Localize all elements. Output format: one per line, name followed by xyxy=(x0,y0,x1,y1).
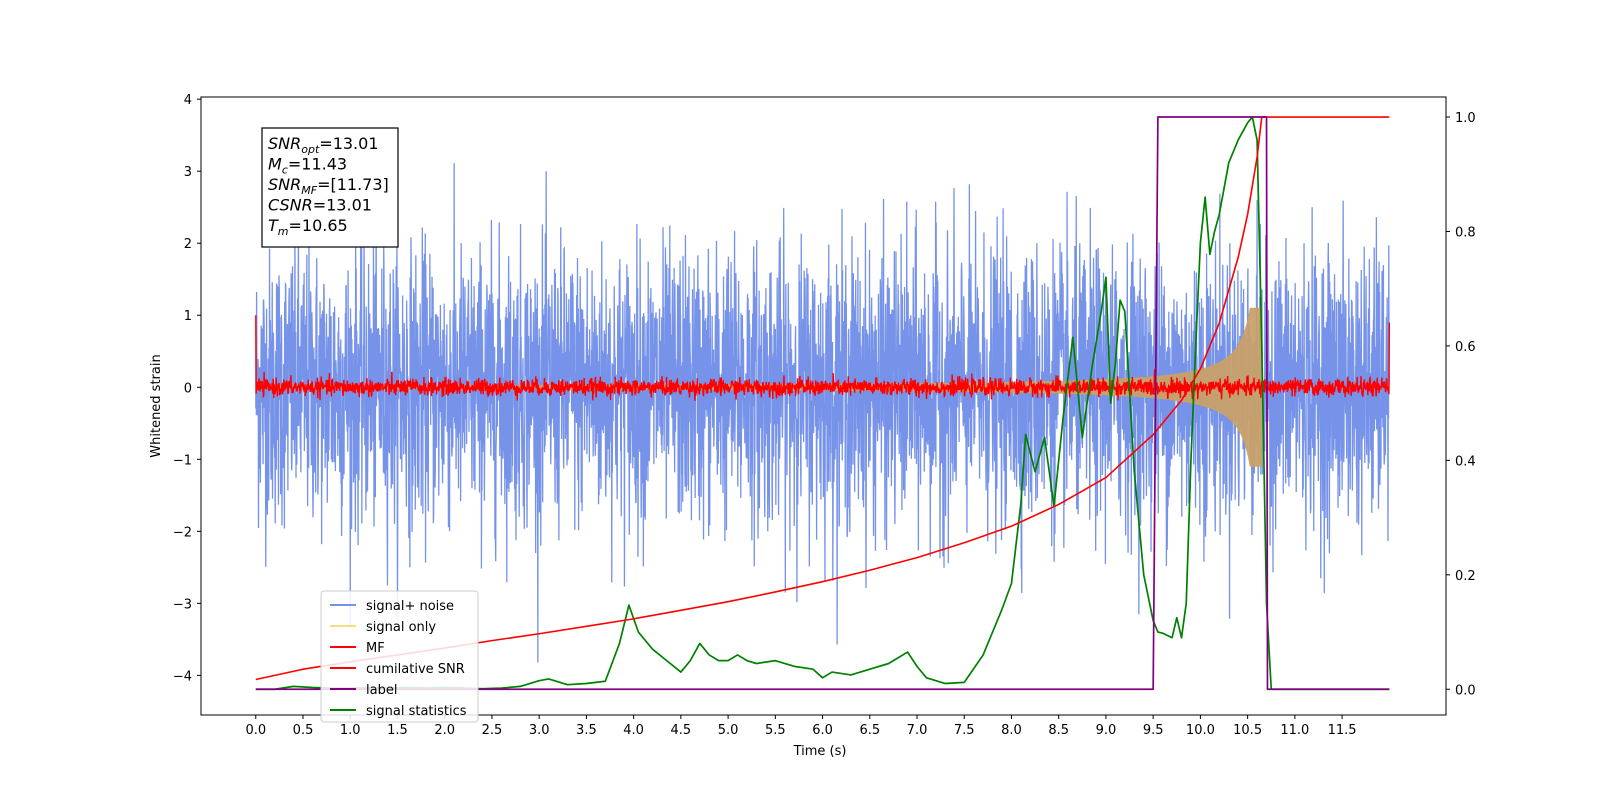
x-tick-label: 9.0 xyxy=(1096,723,1117,738)
y-right-tick-label: 1.0 xyxy=(1455,111,1476,126)
x-tick-label: 2.5 xyxy=(482,723,503,738)
ticks-layer: 0.0 0.5 1.0 1.5 2.0 2.5 3.0 3.5 4.0 4.5 5.0 5.5 6.0 6… xyxy=(173,93,1476,738)
series-signal-statistics-line xyxy=(255,116,1390,691)
x-tick-label: 4.5 xyxy=(671,723,692,738)
x-tick-label: 6.5 xyxy=(859,723,880,738)
y-left-tick-label: −4 xyxy=(173,669,192,684)
y-left-tick-label: −1 xyxy=(173,453,192,468)
x-tick-label: 1.0 xyxy=(340,723,361,738)
y-left-tick-label: 2 xyxy=(184,237,192,252)
annotation-line: CSNR=13.01 xyxy=(268,196,372,215)
legend-label: signal statistics xyxy=(366,704,467,719)
stats-annotation-box: SNRopt=13.01Mc=11.43SNRMF=[11.73]CSNR=13… xyxy=(261,127,399,248)
annotation-frame xyxy=(261,127,399,248)
y-axis-label: Whitened strain xyxy=(149,354,164,457)
y-right-tick-label: 0.8 xyxy=(1455,225,1476,240)
legend-label: cumilative SNR xyxy=(366,662,465,677)
plot-data-layer xyxy=(255,116,1391,691)
y-left-tick-label: −3 xyxy=(173,597,192,612)
x-tick-label: 11.0 xyxy=(1280,723,1309,738)
x-tick-label: 4.0 xyxy=(623,723,644,738)
x-tick-label: 6.0 xyxy=(812,723,833,738)
x-tick-label: 8.5 xyxy=(1048,723,1069,738)
legend-frame xyxy=(320,590,479,723)
y-left-tick-label: 4 xyxy=(184,93,192,108)
x-tick-label: 5.5 xyxy=(765,723,786,738)
legend: signal+ noise signal only MF cumilative SNR… xyxy=(320,590,479,723)
x-tick-label: 7.5 xyxy=(954,723,975,738)
annotation-line: Tm=10.65 xyxy=(268,216,348,238)
y-right-tick-label: 0.6 xyxy=(1455,340,1476,355)
annotation-line: SNRopt=13.01 xyxy=(268,134,379,156)
x-tick-label: 10.0 xyxy=(1186,723,1215,738)
series-mf-line xyxy=(255,315,1391,401)
y-left-tick-label: −2 xyxy=(173,525,192,540)
y-left-tick-label: 1 xyxy=(184,309,192,324)
legend-label: signal only xyxy=(366,620,436,635)
x-tick-label: 10.5 xyxy=(1233,723,1262,738)
x-tick-label: 5.0 xyxy=(718,723,739,738)
y-right-tick-label: 0.2 xyxy=(1455,569,1476,584)
plot-frame xyxy=(200,96,1447,716)
x-tick-label: 3.5 xyxy=(576,723,597,738)
y-right-tick-label: 0.0 xyxy=(1455,683,1476,698)
x-tick-label: 8.0 xyxy=(1001,723,1022,738)
x-tick-label: 2.0 xyxy=(434,723,455,738)
x-axis-label: Time (s) xyxy=(793,744,847,759)
legend-label: MF xyxy=(366,641,385,656)
legend-label: label xyxy=(366,683,397,698)
x-tick-label: 9.5 xyxy=(1143,723,1164,738)
y-right-tick-label: 0.4 xyxy=(1455,454,1476,469)
y-left-tick-label: 3 xyxy=(184,165,192,180)
x-tick-label: 3.0 xyxy=(529,723,550,738)
x-tick-label: 0.0 xyxy=(245,723,266,738)
annotation-line: Mc=11.43 xyxy=(268,155,347,177)
annotation-line: SNRMF=[11.73] xyxy=(268,175,389,197)
legend-label: signal+ noise xyxy=(366,599,454,614)
x-tick-label: 0.5 xyxy=(293,723,314,738)
y-left-tick-label: 0 xyxy=(184,381,192,396)
x-tick-label: 1.5 xyxy=(387,723,408,738)
x-tick-label: 7.0 xyxy=(907,723,928,738)
series-label-line xyxy=(255,116,1390,691)
x-tick-label: 11.5 xyxy=(1328,723,1357,738)
